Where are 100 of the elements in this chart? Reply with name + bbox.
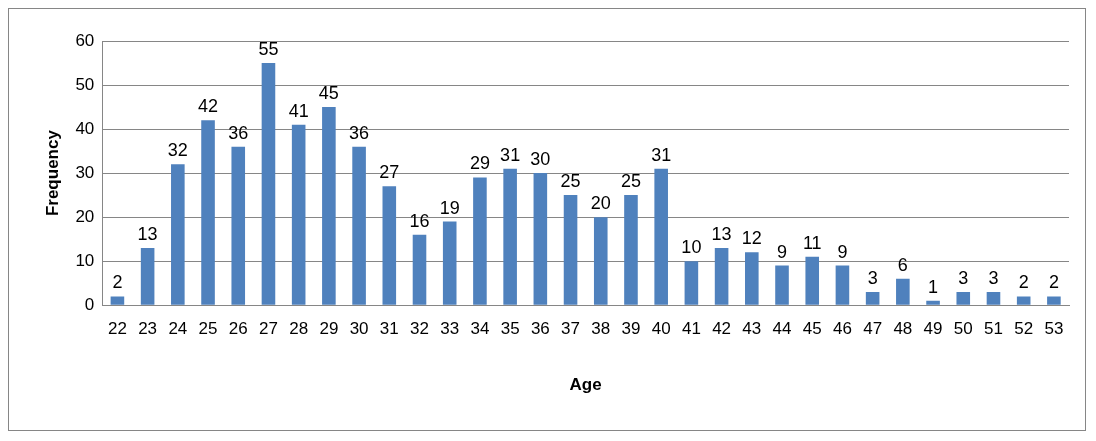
bar [322, 107, 336, 305]
y-tick-label: 10 [75, 250, 95, 270]
bar [110, 296, 125, 305]
x-tick-label: 22 [107, 319, 127, 339]
data-label: 41 [288, 100, 309, 121]
bar [654, 168, 668, 305]
x-tick-label: 28 [289, 319, 309, 339]
bar [261, 63, 276, 305]
bar [382, 186, 397, 305]
x-tick-label: 23 [138, 319, 158, 339]
bar [171, 164, 185, 305]
data-label: 27 [379, 162, 400, 183]
x-tick-label: 45 [802, 319, 822, 339]
bar [442, 221, 457, 305]
data-label: 42 [198, 96, 219, 117]
x-tick-label: 33 [440, 319, 460, 339]
x-tick-label: 37 [561, 319, 581, 339]
data-label: 2 [1048, 272, 1059, 293]
data-label: 19 [439, 197, 460, 218]
data-label: 36 [228, 122, 249, 143]
x-tick-label: 36 [530, 319, 550, 339]
x-tick-label: 47 [863, 319, 883, 339]
x-tick-label: 41 [681, 319, 701, 339]
x-tick-label: 24 [168, 319, 188, 339]
data-label: 2 [1018, 272, 1029, 293]
data-label: 13 [137, 223, 158, 244]
data-label: 20 [590, 193, 611, 214]
bar [140, 247, 155, 305]
data-label: 31 [500, 144, 521, 165]
data-label: 45 [318, 83, 339, 104]
data-label: 29 [469, 153, 490, 174]
x-tick-label: 40 [651, 319, 671, 339]
x-tick-label: 38 [591, 319, 611, 339]
x-tick-label: 46 [832, 319, 852, 339]
bar [563, 195, 578, 305]
bar [412, 234, 427, 305]
data-label: 3 [867, 267, 878, 288]
x-tick-label: 34 [470, 319, 490, 339]
bar [926, 300, 940, 305]
x-tick-label: 49 [923, 319, 943, 339]
bar [352, 146, 366, 305]
x-tick-label: 52 [1014, 319, 1034, 339]
y-tick-label: 50 [75, 74, 95, 94]
data-label: 25 [620, 171, 641, 192]
bar [896, 278, 910, 305]
data-label: 30 [530, 149, 551, 170]
x-tick-label: 51 [984, 319, 1003, 339]
x-tick-label: 31 [379, 319, 399, 339]
x-tick-label: 50 [953, 319, 973, 339]
y-tick-label: 60 [75, 30, 95, 50]
bar [1016, 296, 1031, 305]
x-tick-label: 44 [772, 319, 792, 339]
bar [835, 265, 850, 305]
bar [805, 256, 820, 305]
data-label: 9 [777, 241, 788, 262]
x-tick-label: 25 [198, 319, 218, 339]
data-label: 1 [928, 276, 939, 297]
data-label: 16 [409, 210, 430, 231]
bar [593, 217, 608, 305]
data-label: 25 [560, 171, 581, 192]
data-label: 13 [711, 223, 732, 244]
data-label: 9 [837, 241, 848, 262]
bar [503, 168, 517, 305]
x-tick-label: 30 [349, 319, 369, 339]
y-tick-label: 20 [75, 206, 95, 226]
data-label: 36 [349, 122, 370, 143]
bar [533, 173, 548, 305]
data-label: 32 [167, 140, 188, 161]
x-tick-label: 29 [319, 319, 339, 339]
x-tick-label: 26 [228, 319, 248, 339]
data-label: 12 [741, 228, 762, 249]
data-label: 3 [988, 267, 999, 288]
data-label: 55 [258, 38, 279, 59]
x-axis-title: Age [569, 375, 602, 395]
bar [231, 146, 246, 305]
y-tick-label: 40 [75, 118, 95, 138]
x-tick-label: 35 [500, 319, 520, 339]
bar [986, 291, 1001, 305]
x-tick-label: 53 [1044, 319, 1064, 339]
bar [473, 177, 487, 305]
data-label: 2 [112, 272, 123, 293]
bar [624, 195, 638, 305]
bar [201, 120, 215, 305]
bar [291, 124, 306, 305]
x-tick-label: 27 [259, 319, 278, 339]
data-label: 10 [681, 237, 702, 258]
x-tick-label: 32 [410, 319, 429, 339]
x-tick-label: 43 [742, 319, 762, 339]
bar [714, 247, 729, 305]
bar [956, 291, 971, 305]
data-label: 11 [802, 232, 822, 253]
bar [684, 261, 699, 305]
y-tick-label: 30 [75, 162, 95, 182]
x-tick-label: 42 [712, 319, 732, 339]
data-label: 3 [958, 267, 969, 288]
x-tick-label: 39 [621, 319, 641, 339]
data-label: 31 [651, 144, 672, 165]
y-tick-label: 0 [84, 294, 95, 314]
bar [1047, 296, 1061, 305]
bar [745, 252, 759, 305]
